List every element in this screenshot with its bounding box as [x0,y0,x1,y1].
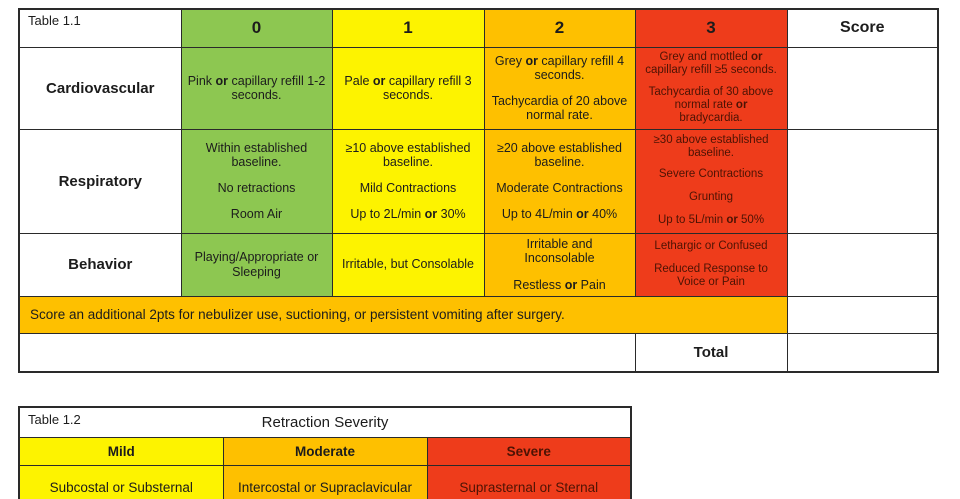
row-behavior: Behavior Playing/Appropriate or Sleeping… [18,232,939,297]
row-label-respiratory: Respiratory [18,128,182,234]
cell-behavior-score3: Lethargic or Confused Reduced Response to… [634,232,788,297]
score-entry-respiratory [786,128,939,234]
cell-respiratory-score3: ≥30 above established baseline. Severe Co… [634,128,788,234]
retraction-severity-header-row: Mild Moderate Severe [18,437,632,466]
severity-content-severe: Suprasternal or Sternal [426,465,632,499]
score-column-header-3: 3 [634,8,788,48]
cell-cardiovascular-score2: Grey or capillary refill 4 seconds. Tachy… [483,46,636,130]
scoring-table-header-row: Table 1.1 0 1 2 3 Score [18,8,939,48]
total-label: Total [634,332,788,373]
total-row-spacer [18,332,636,373]
table2-title: Retraction Severity [261,414,389,431]
cell-cardiovascular-score0: Pink or capillary refill 1-2 seconds. [180,46,333,130]
score-column-header-2: 2 [483,8,636,48]
row-additional-note: Score an additional 2pts for nebulizer u… [18,295,939,334]
score-column-header-1: 1 [331,8,485,48]
severity-content-mild: Subcostal or Substernal [18,465,224,499]
cell-cardiovascular-score1: Pale or capillary refill 3 seconds. [331,46,485,130]
row-cardiovascular: Cardiovascular Pink or capillary refill … [18,46,939,130]
table1-label: Table 1.1 [18,8,182,48]
row-label-cardiovascular: Cardiovascular [18,46,182,130]
severity-header-mild: Mild [18,437,224,466]
retraction-table-title-row: Table 1.2 Retraction Severity [18,406,632,438]
table2-label: Table 1.2 [28,412,81,427]
scoring-table: Table 1.1 0 1 2 3 Score Cardiovascular P… [18,8,939,373]
row-label-behavior: Behavior [18,232,182,297]
cell-respiratory-score0: Within established baseline. No retractio… [180,128,333,234]
score-header: Score [786,8,939,48]
severity-header-severe: Severe [426,437,632,466]
cell-cardiovascular-score3: Grey and mottled or capillary refill ≥5 … [634,46,788,130]
retraction-severity-content-row: Subcostal or Substernal Intercostal or S… [18,465,632,499]
cell-behavior-score0: Playing/Appropriate or Sleeping [180,232,333,297]
cell-respiratory-score1: ≥10 above established baseline. Mild Cont… [331,128,485,234]
row-total: Total [18,332,939,373]
retraction-severity-table: Table 1.2 Retraction Severity Mild Moder… [18,406,633,499]
score-entry-additional [786,295,939,334]
row-respiratory: Respiratory Within established baseline.… [18,128,939,234]
retraction-table-title-cell: Table 1.2 Retraction Severity [18,406,632,438]
severity-header-moderate: Moderate [222,437,428,466]
severity-content-moderate: Intercostal or Supraclavicular [222,465,428,499]
score-entry-total [786,332,939,373]
cell-behavior-score1: Irritable, but Consolable [331,232,485,297]
cell-behavior-score2: Irritable and Inconsolable Restless or Pa… [483,232,636,297]
score-entry-behavior [786,232,939,297]
cell-respiratory-score2: ≥20 above established baseline. Moderate … [483,128,636,234]
score-column-header-0: 0 [180,8,333,48]
additional-points-note: Score an additional 2pts for nebulizer u… [18,295,788,334]
score-entry-cardiovascular [786,46,939,130]
